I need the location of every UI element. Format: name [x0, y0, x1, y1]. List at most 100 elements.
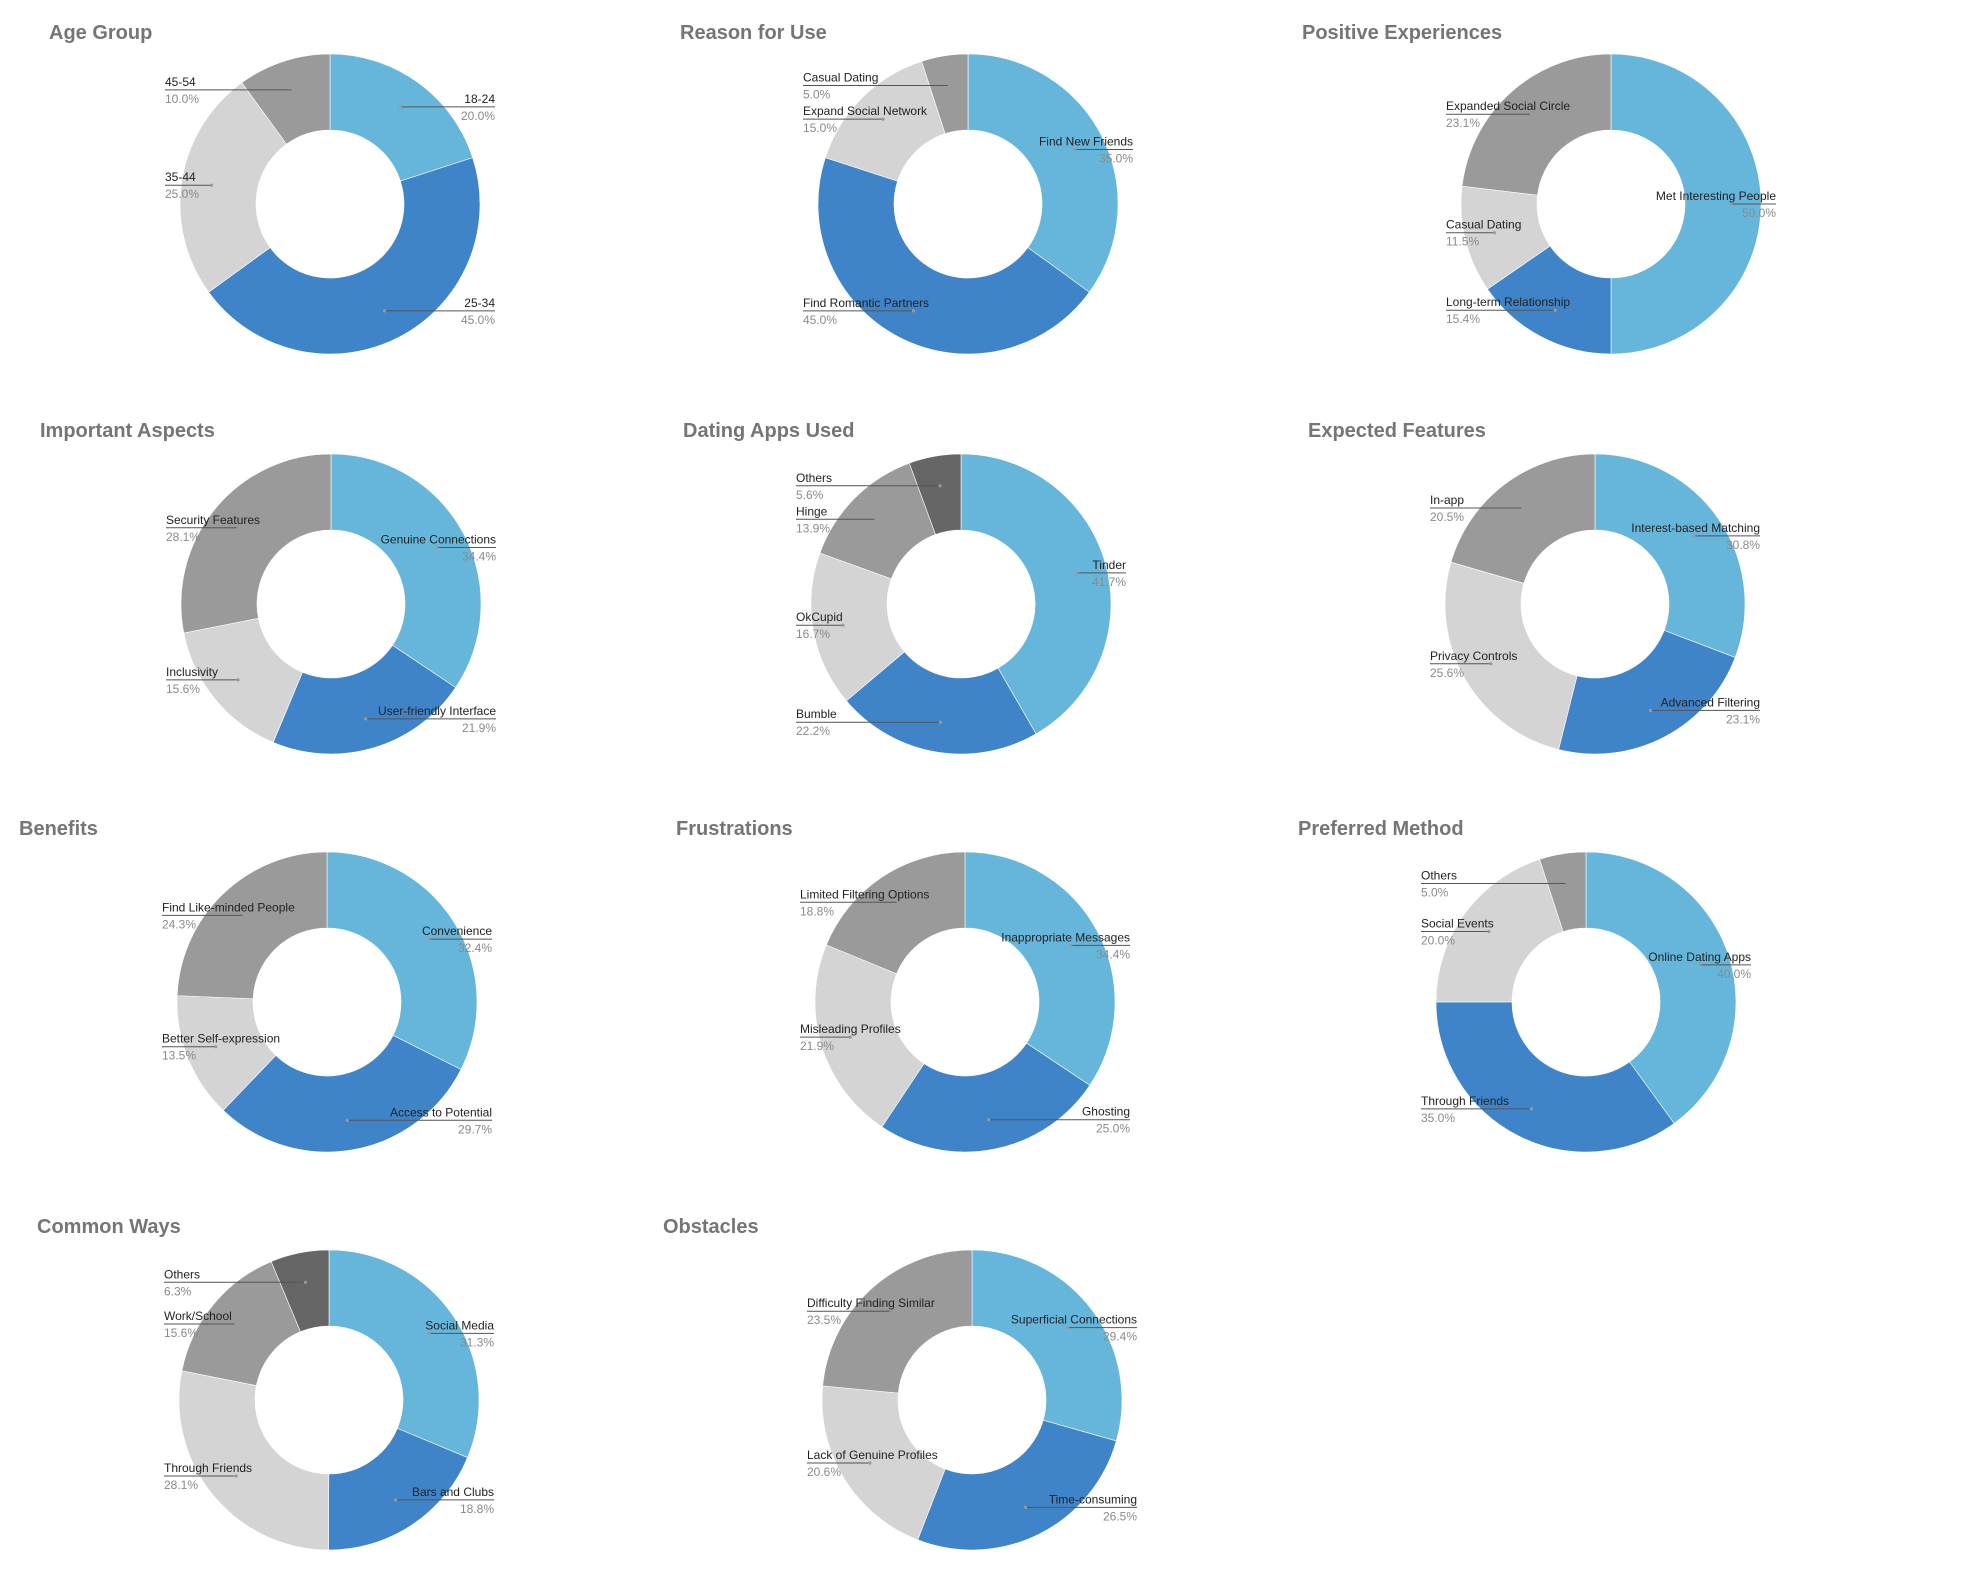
slice-percent: 5.6%: [796, 488, 824, 502]
donut-chart: Convenience 32.4% Access to Potential 29.7%…: [162, 851, 492, 1153]
leader-dot: [242, 913, 246, 917]
donut-chart: Tinder 41.7% Bumble 22.2% OkCupid 16.7% Hinge 1…: [796, 453, 1126, 755]
leader-dot: [236, 526, 240, 530]
leader-dot: [889, 1309, 893, 1313]
slice-label: 45-54: [165, 75, 196, 89]
donut-slice: [1435, 1001, 1675, 1153]
slice-label: 18-24: [464, 92, 495, 106]
donut-slice: [272, 644, 457, 755]
leader-dot: [1075, 571, 1079, 575]
chart-title: Preferred Method: [1298, 818, 1464, 840]
leader-dot: [1069, 943, 1073, 947]
slice-percent: 40.0%: [1717, 967, 1751, 981]
slice-percent: 26.5%: [1103, 1509, 1137, 1523]
slice-label: Find New Friends: [1039, 135, 1133, 149]
slice-percent: 41.7%: [1092, 575, 1126, 589]
donut-chart: Superficial Connections 29.4% Time-consumi…: [807, 1249, 1137, 1551]
chart-panel: Benefits Convenience 32.4% Access to Potent…: [0, 796, 630, 1188]
slice-label: Bumble: [796, 707, 837, 721]
slice-percent: 6.3%: [164, 1284, 192, 1298]
donut-slice: [1461, 53, 1612, 196]
donut-slice: [845, 651, 1037, 755]
donut-slice: [178, 1370, 330, 1551]
slice-percent: 22.2%: [796, 724, 830, 738]
leader-dot: [1565, 881, 1569, 886]
chart-panel: Obstacles Superficial Connections 29.4% Tim…: [630, 1194, 1260, 1586]
slice-label: Others: [796, 471, 832, 485]
slice-percent: 11.5%: [1446, 235, 1479, 249]
slice-percent: 15.6%: [166, 682, 200, 696]
slice-label: Through Friends: [164, 1461, 252, 1475]
slice-label: User-friendly Interface: [378, 704, 496, 718]
leader-dot: [209, 183, 214, 187]
slice-percent: 23.5%: [807, 1313, 841, 1327]
slice-percent: 15.6%: [164, 1326, 198, 1340]
slice-percent: 25.6%: [1430, 666, 1464, 680]
leader-dot: [868, 1461, 872, 1465]
leader-dot: [393, 1498, 398, 1502]
slice-label: Advanced Filtering: [1661, 695, 1760, 709]
donut-slice: [917, 1419, 1117, 1551]
leader-dot: [427, 1331, 431, 1335]
donut-slice: [921, 53, 969, 134]
slice-label: 25-34: [464, 296, 495, 310]
slice-percent: 35.0%: [1421, 1111, 1455, 1125]
slice-label: Find Romantic Partners: [803, 296, 929, 310]
slice-label: Convenience: [422, 924, 492, 938]
donut-slice: [176, 851, 328, 1000]
donut-slice: [881, 1042, 1091, 1153]
slice-label: Online Dating Apps: [1648, 950, 1751, 964]
slice-percent: 23.1%: [1446, 116, 1480, 130]
leader-dot: [1073, 147, 1077, 152]
chart-panel: Age Group 18-24 20.0% 25-34 45.0% 35-44 25.0% 4…: [0, 0, 630, 392]
chart-title: Frustrations: [676, 818, 793, 840]
chart-panel: Reason for Use Find New Friends 35.0% Find …: [630, 0, 1260, 392]
slice-percent: 31.3%: [460, 1335, 494, 1349]
donut-chart: Social Media 31.3% Bars and Clubs 18.8% Thro…: [164, 1249, 494, 1551]
leader-dot: [987, 1118, 991, 1122]
leader-dot: [427, 937, 431, 941]
donut-chart: Genuine Connections 34.4% User-friendly In…: [166, 453, 496, 755]
donut-slice: [180, 453, 332, 634]
slice-percent: 29.7%: [458, 1122, 492, 1136]
slice-label: Bars and Clubs: [412, 1485, 494, 1499]
leader-dot: [1529, 112, 1533, 116]
slice-label: Casual Dating: [1446, 218, 1521, 232]
slice-label: Better Self-expression: [162, 1032, 280, 1046]
chart-panel: Frustrations Inappropriate Messages 34.4% G…: [630, 796, 1260, 1188]
chart-panel: Important Aspects Genuine Connections 34.4…: [0, 398, 630, 790]
slice-percent: 15.4%: [1446, 312, 1480, 326]
slice-label: Limited Filtering Options: [800, 887, 929, 901]
donut-slice: [1539, 851, 1587, 932]
donut-chart: Online Dating Apps 40.0% Through Friends 35…: [1421, 851, 1751, 1153]
slice-label: Met Interesting People: [1656, 189, 1776, 203]
slice-label: Expanded Social Circle: [1446, 99, 1570, 113]
leader-dot: [303, 1280, 307, 1284]
chart-panel: Common Ways Social Media 31.3% Bars and Clu…: [0, 1194, 630, 1586]
slice-label: Interest-based Matching: [1631, 521, 1760, 535]
slice-label: Time-consuming: [1049, 1492, 1137, 1506]
donut-slice: [1585, 851, 1737, 1124]
donut-slice: [1487, 245, 1612, 355]
leader-dot: [1489, 662, 1493, 666]
donut-slice: [960, 453, 1112, 735]
leader-dot: [234, 1322, 238, 1326]
donut-slice: [908, 453, 962, 535]
leader-dot: [896, 900, 900, 904]
slice-percent: 20.6%: [807, 1465, 841, 1479]
chart-title: Age Group: [49, 22, 153, 44]
slice-percent: 5.0%: [1421, 886, 1449, 900]
chart-panel: Positive Experiences Met Interesting Peop…: [1260, 0, 1890, 392]
donut-slice: [208, 157, 481, 355]
slice-percent: 21.9%: [800, 1039, 834, 1053]
leader-dot: [1729, 202, 1733, 206]
slice-label: Hinge: [796, 504, 828, 518]
slice-label: Through Friends: [1421, 1094, 1509, 1108]
slice-label: Casual Dating: [803, 71, 878, 85]
chart-title: Expected Features: [1308, 420, 1486, 442]
leader-dot: [1023, 1505, 1028, 1509]
donut-slice: [179, 82, 287, 293]
slice-percent: 21.9%: [462, 721, 496, 735]
donut-slice: [222, 1034, 462, 1153]
leader-dot: [947, 83, 951, 88]
